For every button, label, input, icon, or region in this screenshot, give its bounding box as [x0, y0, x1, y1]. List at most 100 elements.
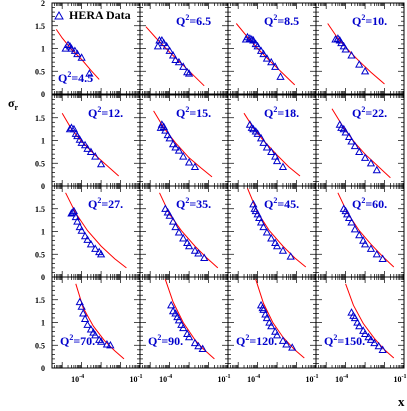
data-point	[80, 231, 90, 240]
q2-label: Q2=120.	[236, 333, 277, 348]
q2-label-sup: 2	[333, 333, 337, 342]
labels-layer: σr x	[8, 96, 405, 409]
data-point	[91, 244, 100, 252]
q2-label-value: =10.	[365, 14, 387, 28]
data-point	[366, 158, 376, 167]
data-point	[184, 241, 194, 250]
data-point	[272, 330, 282, 339]
fit-curve	[243, 112, 301, 177]
data-point	[179, 233, 188, 242]
x-tick-label: 10-1	[306, 374, 319, 384]
data-point	[344, 132, 354, 140]
data-point	[162, 41, 171, 50]
y-axis-label: σr	[8, 96, 19, 112]
q2-label-sup: 2	[361, 196, 365, 205]
y-tick-label: 1.5	[35, 114, 45, 123]
data-point	[69, 206, 79, 215]
q2-label-value: =27.	[101, 197, 123, 211]
data-point	[161, 204, 170, 212]
data-point	[194, 249, 203, 257]
data-point	[96, 249, 106, 258]
q2-label: Q2=15.	[176, 105, 211, 120]
x-tick-label-base: 10	[159, 375, 167, 384]
data-point	[168, 139, 178, 148]
data-point	[73, 217, 82, 225]
y-tick-label: 1	[41, 137, 45, 146]
data-point	[198, 344, 207, 353]
q2-label-value: =90.	[161, 334, 183, 348]
panel-3: Q2=8.5	[227, 2, 317, 95]
q2-label: Q2=150.	[324, 333, 365, 348]
q2-label: Q2=27.	[88, 196, 123, 211]
x-tick-label-base: 10	[306, 375, 314, 384]
x-tick-label-exp: -4	[79, 374, 84, 380]
data-point	[253, 41, 262, 50]
panel-frame	[51, 276, 141, 369]
x-tick-label-exp: -1	[402, 374, 407, 380]
data-point	[70, 46, 80, 54]
q2-label-value: =18.	[277, 106, 299, 120]
q2-label: Q2=60.	[352, 196, 387, 211]
data-point	[360, 66, 370, 75]
legend: HERA Data	[54, 8, 131, 22]
data-point	[183, 67, 192, 76]
panel-frame	[227, 276, 317, 369]
data-point	[343, 209, 352, 218]
data-point	[267, 321, 276, 330]
data-point	[271, 62, 280, 70]
fit-curve	[55, 29, 100, 80]
x-tick-label-exp: -4	[255, 374, 260, 380]
data-point	[278, 162, 288, 171]
panel-11: Q2=45.	[227, 185, 317, 278]
data-point	[259, 49, 268, 58]
data-point	[272, 241, 282, 250]
q2-label-sup: 2	[361, 105, 365, 114]
x-tick-label-exp: -4	[167, 374, 172, 380]
data-point	[265, 318, 274, 326]
x-tick-label-base: 10	[394, 375, 402, 384]
data-point	[253, 129, 262, 137]
q2-label-q: Q	[176, 14, 185, 28]
data-point	[106, 340, 115, 349]
data-point	[86, 324, 96, 333]
data-point	[278, 246, 288, 254]
data-point	[85, 69, 94, 77]
data-point	[271, 327, 280, 335]
data-point	[184, 158, 194, 166]
q2-label-q: Q	[88, 197, 97, 211]
panel-6: Q2=15.	[139, 94, 229, 187]
data-point	[267, 233, 276, 242]
data-point	[267, 147, 276, 156]
data-point	[69, 124, 79, 133]
q2-label-value: =45.	[277, 197, 299, 211]
data-point	[372, 165, 381, 174]
panel-14: Q2=90.10-4 10-1	[139, 276, 231, 384]
fit-curve	[153, 110, 213, 178]
q2-label-q: Q	[264, 197, 273, 211]
data-point	[360, 239, 370, 248]
q2-label-sup: 2	[245, 333, 249, 342]
data-point	[347, 218, 356, 226]
q2-label-q: Q	[60, 334, 69, 348]
data-point	[67, 208, 76, 217]
data-point	[83, 320, 92, 328]
q2-label-q: Q	[176, 106, 185, 120]
data-point	[360, 329, 370, 338]
fit-curve	[65, 192, 127, 269]
q2-label-sup: 2	[97, 105, 101, 114]
data-point	[267, 57, 276, 66]
data-point	[153, 41, 163, 50]
data-point	[171, 142, 180, 151]
data-point	[190, 246, 200, 254]
q2-label-value: =8.5	[277, 14, 299, 28]
data-point	[370, 338, 379, 347]
data-point	[67, 44, 76, 52]
data-point	[350, 141, 360, 150]
data-point	[75, 222, 84, 231]
data-point	[262, 313, 272, 322]
x-tick-label: 10-4	[159, 374, 172, 384]
q2-label-sup: 2	[69, 333, 73, 342]
data-point	[344, 213, 354, 221]
data-point	[355, 60, 364, 68]
data-point	[259, 305, 268, 313]
